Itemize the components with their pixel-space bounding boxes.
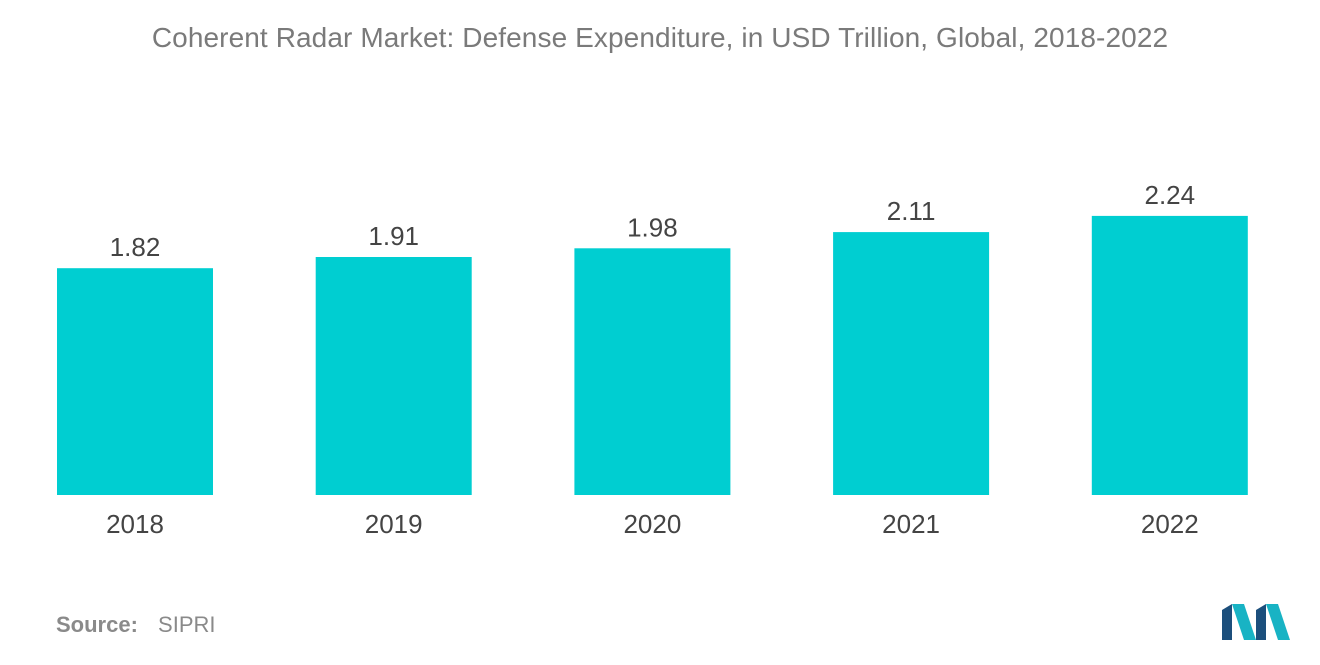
- bar-2020: [574, 248, 731, 495]
- x-tick-label-2021: 2021: [882, 509, 940, 539]
- source-label: Source:: [56, 612, 138, 637]
- bar-2021: [833, 232, 990, 495]
- bar-chart: 1.82 2018 1.91 2019 1.98 2020 2.11 2021 2.24 2022: [57, 180, 1248, 539]
- x-tick-label-2022: 2022: [1141, 509, 1199, 539]
- source-value: SIPRI: [158, 612, 216, 637]
- bar-2022: [1091, 215, 1248, 495]
- mordor-intelligence-logo-icon: [1222, 604, 1290, 640]
- bar-2019: [315, 257, 472, 495]
- data-label-2020: 1.98: [627, 212, 678, 242]
- data-label-2021: 2.11: [887, 196, 936, 226]
- data-label-2019: 1.91: [368, 221, 419, 251]
- bar-2018: [57, 268, 213, 495]
- x-tick-label-2018: 2018: [106, 509, 164, 539]
- data-label-2022: 2.24: [1144, 180, 1195, 210]
- x-tick-label-2019: 2019: [365, 509, 423, 539]
- source-note: Source: SIPRI: [56, 612, 216, 638]
- data-label-2018: 1.82: [110, 232, 161, 262]
- x-tick-label-2020: 2020: [623, 509, 681, 539]
- chart-title: Coherent Radar Market: Defense Expenditu…: [151, 22, 1169, 53]
